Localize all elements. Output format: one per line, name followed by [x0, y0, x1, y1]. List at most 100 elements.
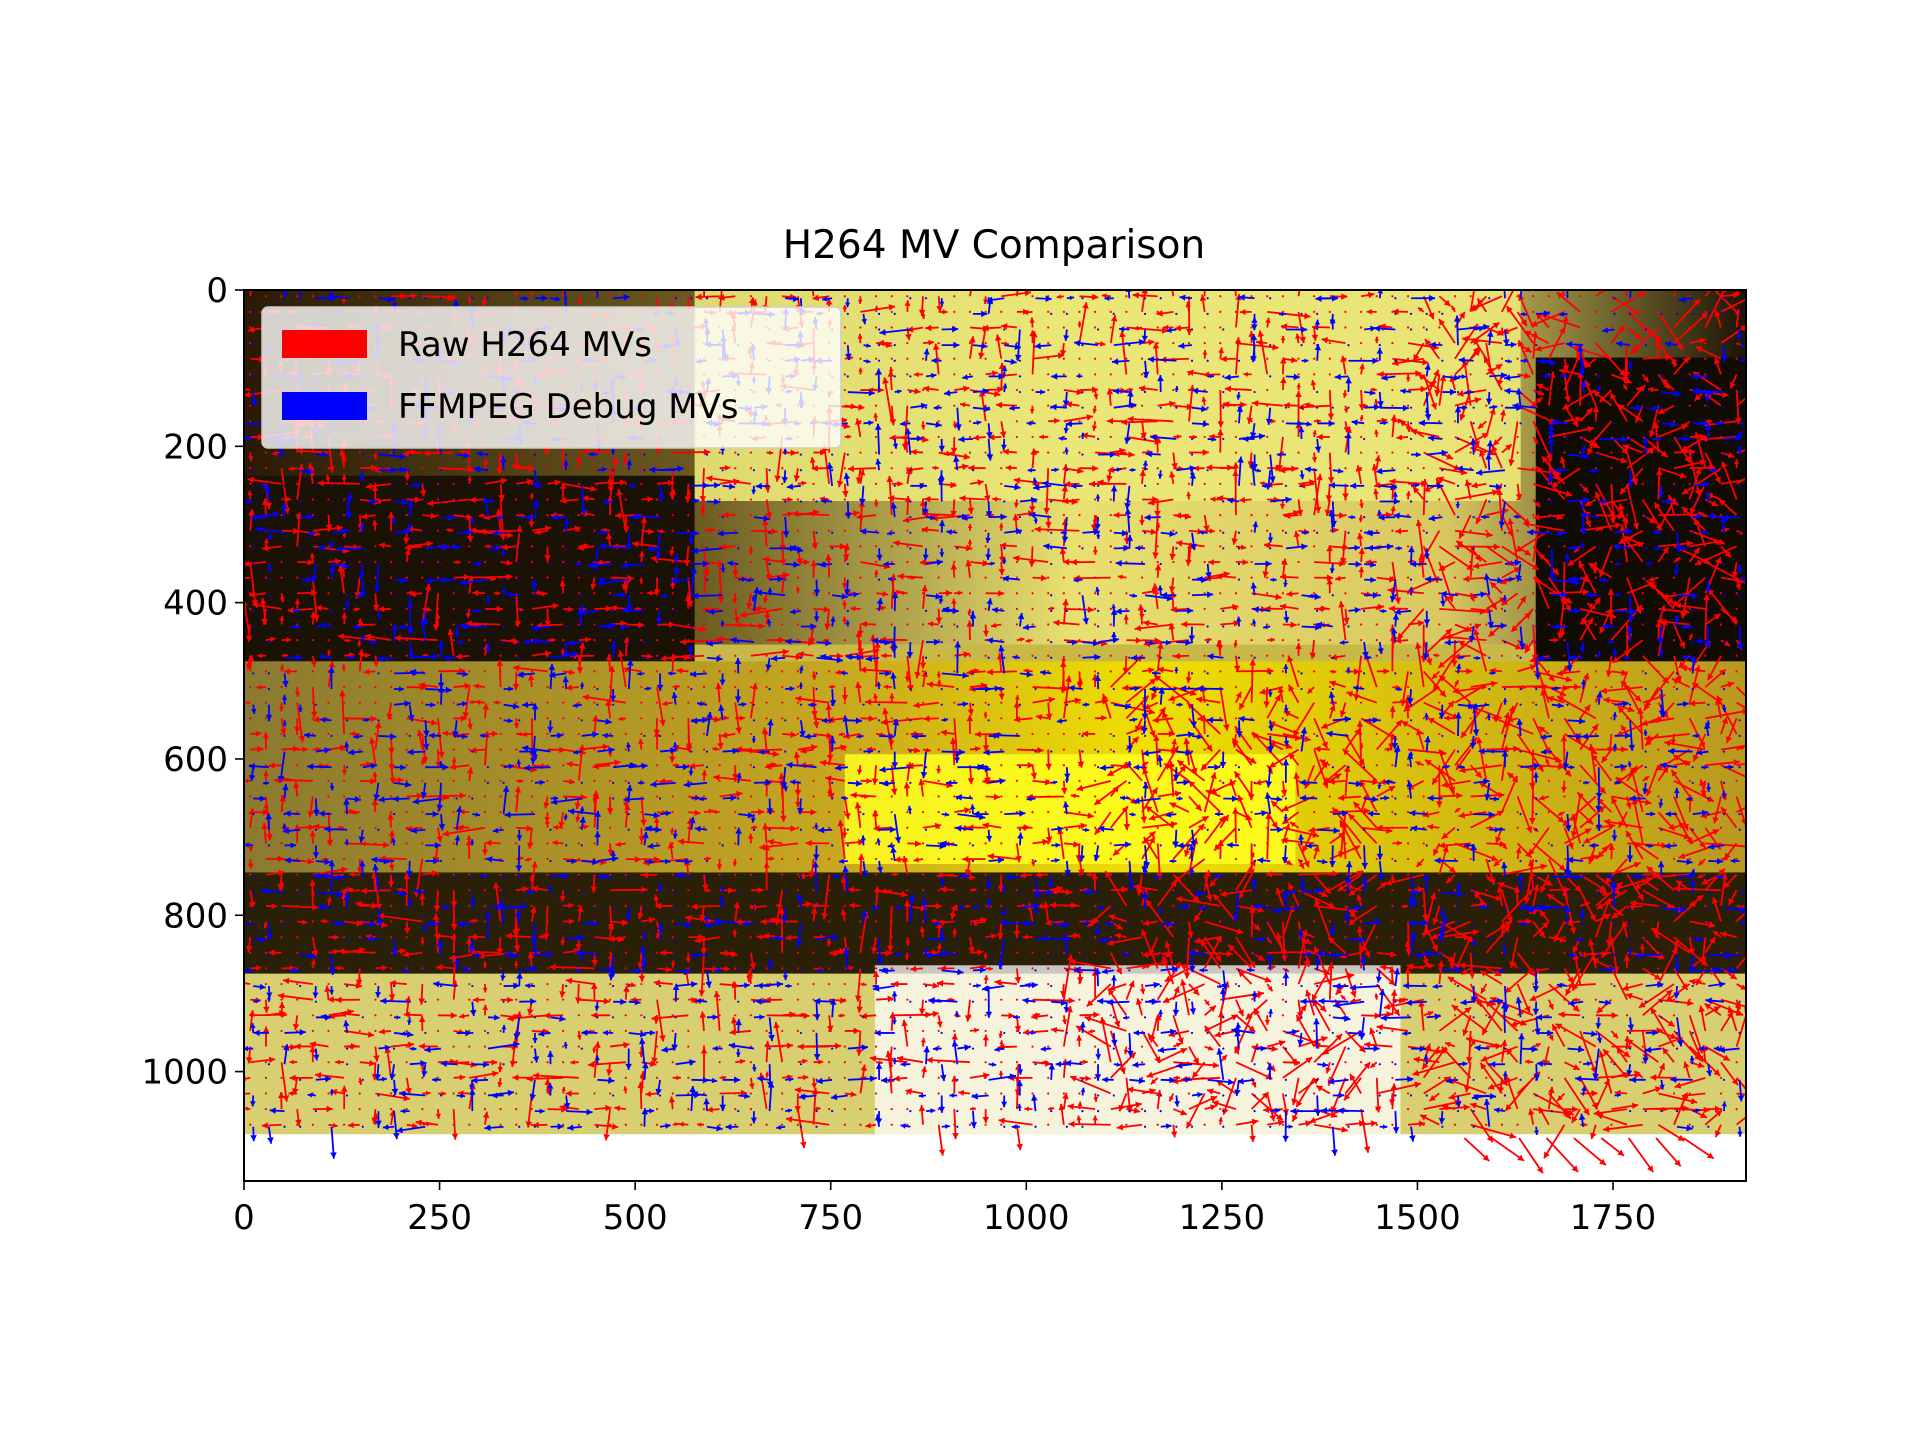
mv-dot [938, 577, 940, 579]
mv-dot [969, 451, 971, 453]
raw-h264-mv [280, 561, 282, 563]
mv-dot [1532, 592, 1534, 594]
raw-h264-mv [1344, 592, 1346, 594]
raw-h264-mv [312, 592, 314, 594]
mv-dot [1063, 451, 1065, 453]
raw-h264-mv [1407, 577, 1409, 579]
mv-dot [875, 295, 877, 297]
raw-h264-mv [421, 498, 423, 500]
mv-head [1551, 252, 1557, 259]
mv-dot [1720, 420, 1722, 422]
mv-dot [1031, 389, 1033, 391]
mv-dot [1031, 295, 1033, 297]
mv-dot [1329, 373, 1331, 375]
mv-dot [1063, 514, 1065, 516]
mv-dot [953, 373, 955, 375]
raw-h264-mv [844, 530, 846, 532]
raw-h264-mv [1595, 577, 1597, 579]
raw-h264-mv [280, 514, 282, 516]
raw-h264-mv [1313, 592, 1315, 594]
raw-h264-mv [1391, 451, 1393, 453]
mv-head [1755, 580, 1761, 587]
raw-h264-mv [1689, 483, 1691, 485]
raw-h264-mv [1188, 592, 1190, 594]
mv-dot [1204, 483, 1206, 485]
mv-dot [985, 358, 987, 360]
mv-dot [906, 373, 908, 375]
raw-h264-mv [1642, 483, 1644, 485]
mv-dot [1188, 577, 1190, 579]
mv-dot [922, 358, 924, 360]
raw-h264-mv [1094, 467, 1096, 469]
raw-h264-mv [1250, 545, 1252, 547]
raw-h264-mv [1141, 358, 1143, 360]
mv-dot [609, 295, 611, 297]
raw-h264-mv [1204, 451, 1206, 453]
mv-dot [1266, 451, 1268, 453]
mv-dot [1673, 483, 1675, 485]
raw-h264-mv [1407, 358, 1409, 360]
raw-h264-mv [672, 592, 674, 594]
raw-h264-mv [562, 577, 564, 579]
mv-dot [734, 530, 736, 532]
raw-h264-mv [640, 467, 642, 469]
mv-dot [249, 373, 251, 375]
raw-h264-mv [1438, 326, 1440, 328]
mv-dot [453, 295, 455, 297]
raw-h264-mv [1329, 358, 1331, 360]
mv-dot [1016, 561, 1018, 563]
mv-dot [1313, 295, 1315, 297]
raw-h264-mv [1016, 342, 1018, 344]
chart-title: H264 MV Comparison [783, 223, 1205, 268]
mv-dot [1078, 592, 1080, 594]
mv-dot [1250, 545, 1252, 547]
mv-dot [750, 561, 752, 563]
raw-h264-mv [797, 498, 799, 500]
mv-dot [421, 467, 423, 469]
raw-h264-mv [1000, 577, 1002, 579]
raw-h264-mv [1094, 326, 1096, 328]
mv-dot [891, 467, 893, 469]
raw-h264-mv [1031, 592, 1033, 594]
mv-dot [249, 483, 251, 485]
raw-h264-mv [969, 373, 971, 375]
raw-h264-mv [312, 295, 314, 297]
raw-h264-mv [1704, 405, 1706, 407]
mv-dot [1563, 545, 1565, 547]
mv-dot [1579, 295, 1581, 297]
mv-dot [1344, 311, 1346, 313]
raw-h264-mv [875, 545, 877, 547]
raw-h264-mv [859, 405, 861, 407]
mv-dot [359, 545, 361, 547]
frame-dark-right [1536, 358, 1746, 662]
raw-h264-mv [1548, 545, 1550, 547]
raw-h264-mv [906, 358, 908, 360]
mv-dot [437, 561, 439, 563]
mv-dot [312, 295, 314, 297]
raw-h264-mv [859, 592, 861, 594]
mv-dot [1110, 436, 1112, 438]
mv-dot [1047, 405, 1049, 407]
raw-h264-mv [1282, 530, 1284, 532]
mv-dot [750, 451, 752, 453]
mv-dot [437, 498, 439, 500]
raw-h264-mv [1626, 514, 1628, 516]
raw-h264-mv [1063, 373, 1065, 375]
raw-h264-mv [750, 451, 752, 453]
raw-h264-mv [844, 342, 846, 344]
mv-dot [1235, 451, 1237, 453]
raw-h264-mv [1720, 420, 1722, 422]
raw-h264-mv [875, 326, 877, 328]
raw-h264-mv [1204, 326, 1206, 328]
raw-h264-mv [1157, 326, 1159, 328]
raw-h264-mv [844, 389, 846, 391]
raw-h264-mv [1595, 467, 1597, 469]
mv-dot [1141, 405, 1143, 407]
raw-h264-mv [719, 530, 721, 532]
raw-h264-mv [390, 451, 392, 453]
raw-h264-mv [1438, 498, 1440, 500]
raw-h264-mv [327, 592, 329, 594]
mv-dot [421, 561, 423, 563]
mv-dot [985, 545, 987, 547]
raw-h264-mv [1532, 592, 1534, 594]
